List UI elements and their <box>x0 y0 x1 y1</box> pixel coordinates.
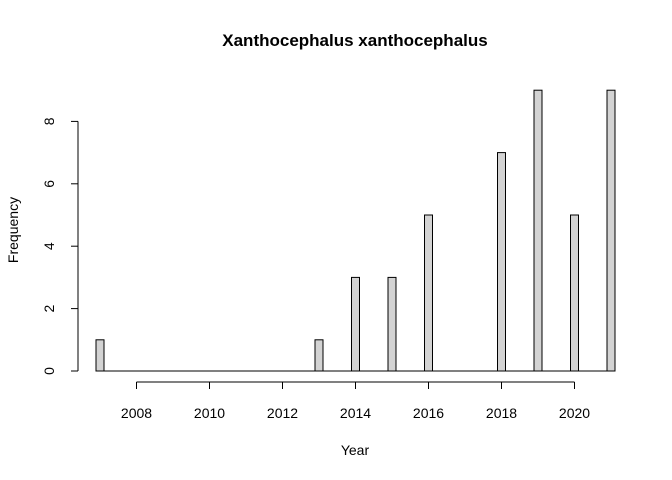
x-tick-label: 2010 <box>194 405 225 421</box>
y-axis-label: Frequency <box>5 197 21 263</box>
y-tick-label: 6 <box>41 180 57 188</box>
x-tick-label: 2020 <box>559 405 590 421</box>
bar-2016 <box>424 214 433 372</box>
y-axis: 0 2 4 6 8 <box>41 117 79 375</box>
chart-title: Xanthocephalus xanthocephalus <box>222 31 487 50</box>
y-tick-label: 2 <box>41 304 57 312</box>
bar-2007 <box>95 339 105 372</box>
x-tick-label: 2016 <box>413 405 444 421</box>
bars-group <box>95 89 616 372</box>
bar-2015 <box>387 276 397 372</box>
y-tick-label: 8 <box>41 117 57 125</box>
x-axis-label: Year <box>341 442 370 458</box>
x-tick-label: 2012 <box>267 405 298 421</box>
x-tick-label: 2008 <box>121 405 152 421</box>
x-tick-label: 2014 <box>340 405 371 421</box>
y-tick-label: 4 <box>41 242 57 250</box>
bar-2019 <box>533 89 543 372</box>
x-tick-label: 2018 <box>486 405 517 421</box>
bar-2021 <box>606 89 616 372</box>
x-axis: 2008 2010 2012 2014 2016 2018 2020 <box>121 381 590 421</box>
y-tick-label: 0 <box>41 367 57 375</box>
bar-2014 <box>351 276 360 372</box>
bar-2018 <box>497 152 506 372</box>
bar-2020 <box>570 214 579 372</box>
bar-2013 <box>314 339 324 372</box>
